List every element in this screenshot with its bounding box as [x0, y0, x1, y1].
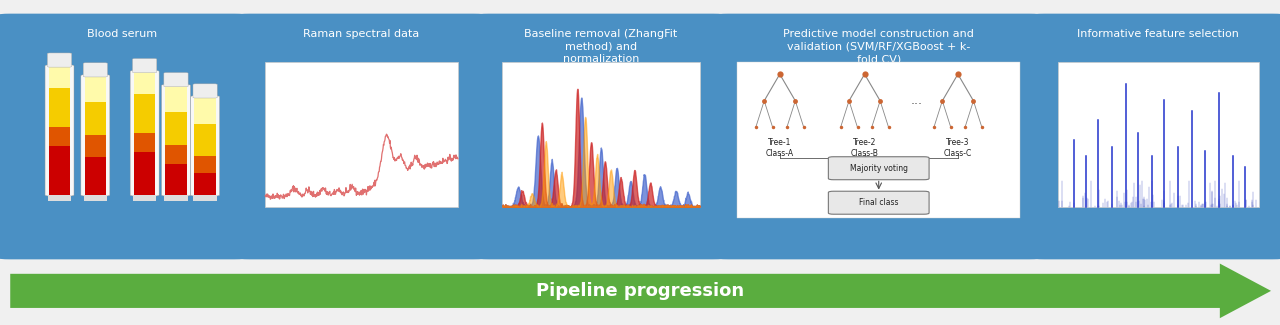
FancyBboxPatch shape	[828, 191, 929, 214]
Bar	[84, 102, 106, 135]
Bar	[134, 152, 155, 195]
Bar	[1059, 62, 1258, 207]
Bar	[193, 195, 216, 201]
Bar	[84, 157, 106, 195]
Bar	[49, 66, 70, 88]
Bar	[134, 72, 155, 94]
Bar	[49, 126, 70, 146]
FancyBboxPatch shape	[191, 96, 220, 196]
Bar	[164, 195, 188, 201]
Bar	[737, 62, 1020, 218]
FancyArrow shape	[10, 264, 1271, 318]
Bar	[84, 135, 106, 157]
FancyBboxPatch shape	[193, 84, 218, 98]
Text: Tree-2
Class-B: Tree-2 Class-B	[851, 138, 878, 158]
Text: Blood serum: Blood serum	[87, 29, 157, 39]
FancyBboxPatch shape	[0, 14, 257, 259]
Text: Tree-3
Class-C: Tree-3 Class-C	[943, 138, 972, 158]
Bar	[195, 124, 216, 156]
Bar	[195, 156, 216, 173]
Text: Final class: Final class	[859, 198, 899, 207]
Bar	[134, 94, 155, 133]
Bar	[503, 62, 699, 207]
Text: Pipeline progression: Pipeline progression	[536, 282, 744, 300]
Bar	[49, 146, 70, 195]
FancyBboxPatch shape	[133, 58, 156, 73]
Bar	[165, 112, 187, 145]
FancyBboxPatch shape	[466, 14, 736, 259]
Bar	[265, 62, 458, 207]
Bar	[134, 133, 155, 152]
FancyBboxPatch shape	[47, 53, 72, 67]
Bar	[165, 85, 187, 112]
Text: Informative feature selection: Informative feature selection	[1078, 29, 1239, 39]
Bar	[195, 97, 216, 124]
Text: Predictive model construction and
validation (SVM/RF/XGBoost + k-
fold CV): Predictive model construction and valida…	[783, 29, 974, 64]
FancyBboxPatch shape	[81, 75, 110, 196]
Bar	[165, 145, 187, 164]
Bar	[83, 195, 108, 201]
Text: Tree-1
Class-A: Tree-1 Class-A	[765, 138, 794, 158]
Text: ...: ...	[911, 94, 923, 107]
Bar	[133, 195, 156, 201]
Bar	[84, 76, 106, 102]
FancyBboxPatch shape	[45, 65, 74, 196]
FancyBboxPatch shape	[83, 63, 108, 77]
FancyBboxPatch shape	[1021, 14, 1280, 259]
Bar	[47, 195, 72, 201]
FancyBboxPatch shape	[705, 14, 1052, 259]
FancyBboxPatch shape	[131, 71, 159, 196]
FancyBboxPatch shape	[828, 157, 929, 180]
Bar	[49, 88, 70, 126]
Bar	[165, 164, 187, 195]
FancyBboxPatch shape	[227, 14, 497, 259]
Text: Majority voting: Majority voting	[850, 164, 908, 173]
FancyBboxPatch shape	[161, 84, 191, 196]
Text: Baseline removal (ZhangFit
method) and
normalization: Baseline removal (ZhangFit method) and n…	[525, 29, 677, 64]
Bar	[195, 173, 216, 195]
Text: Raman spectral data: Raman spectral data	[303, 29, 420, 39]
FancyBboxPatch shape	[164, 72, 188, 87]
